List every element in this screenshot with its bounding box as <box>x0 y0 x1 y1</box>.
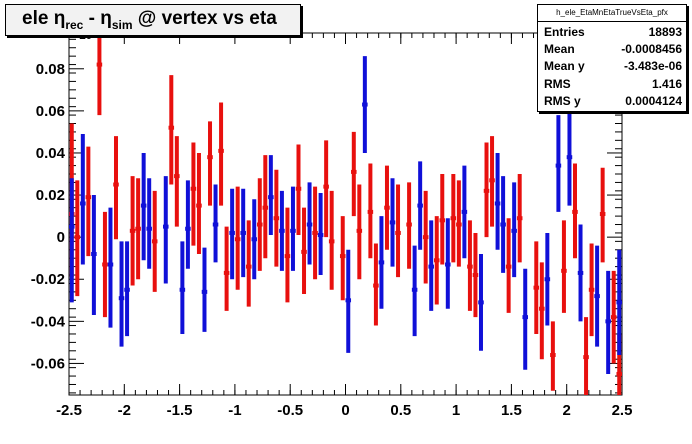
stat-mean-y-label: Mean y <box>544 59 585 73</box>
stat-rms-value: 1.416 <box>651 77 682 91</box>
title-eta-rec: η <box>53 8 66 29</box>
stat-rms-label: RMS <box>544 77 571 91</box>
y-tick-label: 0.04 <box>36 145 66 162</box>
title-minus: - <box>83 8 101 29</box>
x-tick-label: -1.5 <box>167 402 193 419</box>
y-tick-label: -0.04 <box>31 313 66 330</box>
stat-mean-label: Mean <box>544 42 575 56</box>
x-tick-label: 1 <box>452 402 460 419</box>
chart-title: ele ηrec - ηsim @ vertex vs eta <box>22 8 277 32</box>
stat-rms-y: RMS y 0.0004124 <box>544 92 682 110</box>
x-tick-label: 1.5 <box>501 402 522 419</box>
x-tick-label: -0.5 <box>277 402 303 419</box>
chart-title-box: ele ηrec - ηsim @ vertex vs eta <box>5 4 301 36</box>
stat-rms-y-label: RMS y <box>544 94 581 108</box>
stat-entries: Entries 18893 <box>544 23 682 41</box>
stat-mean-y-value: -3.483e-06 <box>623 59 682 73</box>
stat-mean-y: Mean y -3.483e-06 <box>544 57 682 75</box>
x-tick-label: 0 <box>341 402 349 419</box>
stat-entries-value: 18893 <box>648 25 682 39</box>
y-tick-label: 0 <box>57 229 65 246</box>
stat-mean-value: -0.0008456 <box>621 42 682 56</box>
stat-rms: RMS 1.416 <box>544 75 682 93</box>
title-sub-sim: sim <box>111 17 133 32</box>
y-tick-label: 0.02 <box>36 187 65 204</box>
x-tick-label: 0.5 <box>390 402 411 419</box>
x-tick-label: -2 <box>118 402 131 419</box>
title-eta-sim: η <box>100 8 112 29</box>
title-sub-rec: rec <box>65 17 84 32</box>
stats-box: h_ele_EtaMnEtaTrueVsEta_pfx Entries 1889… <box>537 4 687 112</box>
title-prefix: ele <box>22 8 54 29</box>
y-tick-label: -0.06 <box>31 355 65 372</box>
series-blue <box>69 56 622 374</box>
title-suffix: @ vertex vs eta <box>132 8 277 29</box>
stat-rms-y-value: 0.0004124 <box>625 94 682 108</box>
stat-entries-label: Entries <box>544 25 585 39</box>
stat-mean: Mean -0.0008456 <box>544 40 682 58</box>
x-tick-label: -2.5 <box>56 402 82 419</box>
x-tick-label: 2 <box>563 402 571 419</box>
y-tick-label: -0.02 <box>31 271 65 288</box>
stats-histogram-name: h_ele_EtaMnEtaTrueVsEta_pfx <box>538 5 686 22</box>
x-tick-label: 2.5 <box>612 402 633 419</box>
x-tick-label: -1 <box>228 402 241 419</box>
y-tick-label: 0.06 <box>36 103 65 120</box>
y-tick-label: 0.08 <box>36 61 65 78</box>
